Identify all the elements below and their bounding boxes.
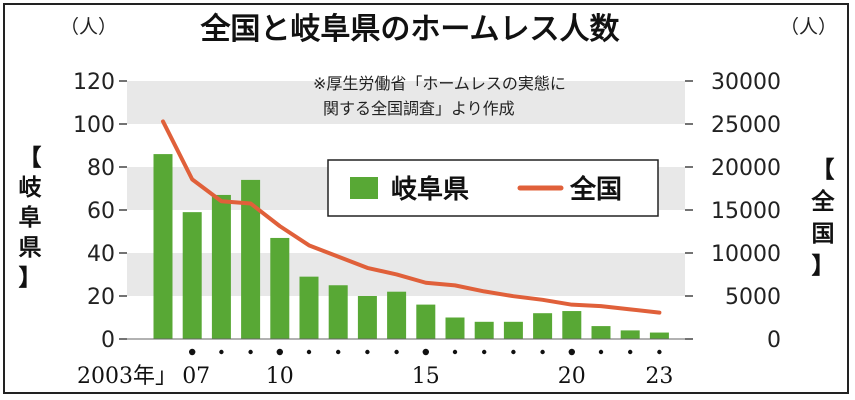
bar-2022 xyxy=(620,330,640,339)
left-tick-label-40: 40 xyxy=(87,242,115,267)
x-tick-label-15: 15 xyxy=(412,364,440,389)
bar-2020 xyxy=(562,311,582,339)
grid-band-2 xyxy=(127,81,685,124)
source-note-line1: ※厚生労働省「ホームレスの実態に xyxy=(313,74,566,93)
bar-2008 xyxy=(211,194,231,339)
x-tick-dot-2018 xyxy=(511,349,516,355)
legend-swatch-gifu xyxy=(350,177,378,199)
bar-2019 xyxy=(533,313,553,339)
left-axis-title-char-2: 阜 xyxy=(19,204,42,231)
chart-frame: 0 20 40 60 80 100 120 0 5000 10000 15000 20000 2500… xyxy=(3,3,849,394)
left-axis-title-char-4: 】 xyxy=(19,265,42,291)
x-tick-dot-2017 xyxy=(482,349,487,355)
bar-2013 xyxy=(357,296,377,339)
x-tick-dot-2008 xyxy=(219,349,224,355)
bar-2003 xyxy=(153,154,173,339)
x-tick-dot-2014 xyxy=(394,349,399,355)
left-tick-label-20: 20 xyxy=(87,285,115,310)
x-tick-dot-2013 xyxy=(365,349,370,355)
chart-canvas: 0 20 40 60 80 100 120 0 5000 10000 15000 20000 2500… xyxy=(19,12,838,389)
right-unit-label: （人） xyxy=(780,16,837,38)
right-axis-title: 【全国】 xyxy=(811,157,836,279)
x-tick-label-2003年」: 2003年」 xyxy=(77,364,177,389)
bar-2011 xyxy=(299,276,319,339)
right-tick-label-15000: 15000 xyxy=(711,199,781,224)
source-note-line2: 関する全国調査」より作成 xyxy=(323,99,515,118)
right-tick-label-10000: 10000 xyxy=(711,242,781,267)
x-tick-dot-2019 xyxy=(540,349,545,355)
bar-2016 xyxy=(445,317,465,339)
x-tick-dot-2015 xyxy=(422,348,429,356)
right-axis-title-char-1: 全 xyxy=(811,188,836,215)
left-tick-label-0: 0 xyxy=(101,328,115,353)
legend-label-zenkoku: 全国 xyxy=(569,174,622,205)
left-tick-label-80: 80 xyxy=(87,156,115,181)
right-tick-label-20000: 20000 xyxy=(711,156,781,181)
right-tick-label-5000: 5000 xyxy=(725,285,781,310)
left-axis-title-char-3: 県 xyxy=(19,235,42,261)
bars-group xyxy=(153,154,669,339)
x-tick-label-07: 07 xyxy=(182,364,210,389)
series-line-zenkoku xyxy=(161,119,662,315)
right-axis-title-char-0: 【 xyxy=(812,157,835,183)
legend-label-gifu: 岐阜県 xyxy=(391,175,469,205)
chart-title: 全国と岐阜県のホームレス人数 xyxy=(199,12,620,47)
left-tick-label-60: 60 xyxy=(87,199,115,224)
left-axis-title: 【岐阜県】 xyxy=(19,145,43,291)
x-tick-dot-2022 xyxy=(628,349,633,355)
right-axis-title-char-2: 国 xyxy=(812,221,835,247)
bar-2015 xyxy=(416,304,436,339)
bar-2014 xyxy=(387,291,407,339)
left-unit-label: （人） xyxy=(60,16,117,38)
bar-2021 xyxy=(591,326,611,339)
x-tick-dot-2012 xyxy=(336,349,341,355)
left-axis-title-char-1: 岐 xyxy=(19,175,43,201)
bar-2010 xyxy=(270,237,290,339)
x-tick-dot-2023 xyxy=(657,349,662,355)
x-tick-dot-2021 xyxy=(598,349,604,355)
legend: 岐阜県 全国 xyxy=(327,159,659,217)
bar-2007 xyxy=(182,212,202,339)
left-tick-label-120: 120 xyxy=(73,70,115,95)
x-axis: 2003年」 07 10 15 20 23 xyxy=(77,348,673,389)
legend-box xyxy=(327,159,659,217)
left-tick-label-100: 100 xyxy=(73,113,115,138)
x-tick-label-23: 23 xyxy=(645,364,673,389)
x-tick-dot-2016 xyxy=(452,349,458,355)
bar-2018 xyxy=(503,321,523,339)
right-y-axis: 0 5000 10000 15000 20000 25000 30000 xyxy=(685,70,781,353)
left-y-axis: 0 20 40 60 80 100 120 xyxy=(73,70,127,353)
bar-2012 xyxy=(328,285,348,339)
bar-2017 xyxy=(474,321,494,339)
right-axis-title-char-3: 】 xyxy=(812,253,835,279)
right-tick-label-30000: 30000 xyxy=(711,70,781,95)
right-tick-label-0: 0 xyxy=(767,328,781,353)
x-tick-label-10: 10 xyxy=(266,364,294,389)
left-axis-title-char-0: 【 xyxy=(19,145,42,171)
right-tick-label-25000: 25000 xyxy=(711,113,781,138)
x-tick-dot-2007 xyxy=(189,348,196,356)
x-tick-dot-2010 xyxy=(276,348,283,356)
bar-2023 xyxy=(649,332,669,339)
x-tick-dot-2020 xyxy=(568,348,575,356)
bar-2009 xyxy=(241,179,261,339)
grid-band-0 xyxy=(127,253,685,296)
x-tick-dot-2011 xyxy=(306,349,312,355)
x-tick-dot-2009 xyxy=(248,349,253,355)
x-tick-label-20: 20 xyxy=(558,364,586,389)
